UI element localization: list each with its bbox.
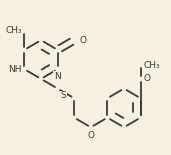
Text: O: O xyxy=(80,36,87,45)
Text: CH₃: CH₃ xyxy=(143,61,160,70)
Text: CH₃: CH₃ xyxy=(5,26,22,35)
Text: NH: NH xyxy=(8,65,22,74)
Text: S: S xyxy=(60,91,66,100)
Text: O: O xyxy=(87,131,94,140)
Text: N: N xyxy=(54,72,61,81)
Text: O: O xyxy=(143,74,150,83)
